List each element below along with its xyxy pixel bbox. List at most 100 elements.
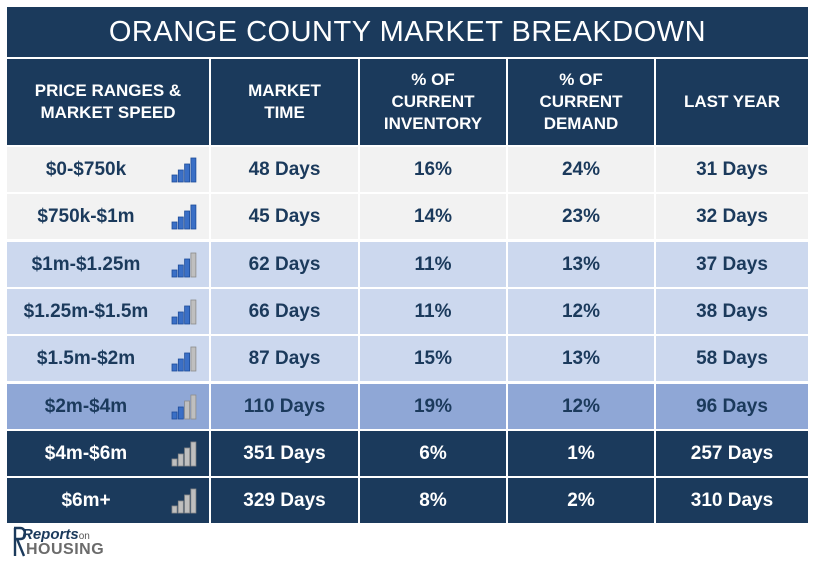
table-row: $1.5m-$2m 87 Days 15% 13% 58 Days bbox=[7, 336, 808, 381]
speed-bar bbox=[171, 458, 178, 467]
last-year-cell: 96 Days bbox=[656, 384, 808, 429]
price-range-cell: $750k-$1m bbox=[7, 194, 209, 239]
last-year-cell: 310 Days bbox=[656, 478, 808, 523]
inventory-cell: 8% bbox=[360, 478, 506, 523]
demand-cell: 13% bbox=[508, 336, 654, 381]
speed-bar bbox=[184, 494, 191, 514]
table-row: $2m-$4m 110 Days 19% 12% 96 Days bbox=[7, 384, 808, 429]
last-year-cell: 32 Days bbox=[656, 194, 808, 239]
speed-bar bbox=[190, 252, 197, 278]
market-speed-bars-icon bbox=[171, 252, 197, 278]
last-year-cell: 37 Days bbox=[656, 242, 808, 287]
market-speed-bars-icon bbox=[171, 488, 197, 514]
speed-bar bbox=[171, 411, 178, 420]
speed-bar bbox=[184, 400, 191, 420]
logo-mark-icon bbox=[13, 526, 26, 557]
market-time-cell: 87 Days bbox=[211, 336, 358, 381]
price-range-cell: $2m-$4m bbox=[7, 384, 209, 429]
speed-bar bbox=[177, 216, 184, 230]
demand-cell: 1% bbox=[508, 431, 654, 476]
speed-bar bbox=[177, 406, 184, 420]
price-range-label: $1m-$1.25m bbox=[31, 254, 141, 275]
market-speed-bars-icon bbox=[171, 394, 197, 420]
header-market-time: MARKET TIME bbox=[211, 59, 358, 145]
price-range-label: $750k-$1m bbox=[37, 206, 135, 227]
reports-on-housing-logo: Reportson HOUSING bbox=[12, 526, 122, 560]
inventory-cell: 14% bbox=[360, 194, 506, 239]
table-row: $6m+ 329 Days 8% 2% 310 Days bbox=[7, 478, 808, 523]
price-range-label: $0-$750k bbox=[45, 159, 127, 180]
demand-cell: 2% bbox=[508, 478, 654, 523]
speed-bar bbox=[190, 346, 197, 372]
price-range-cell: $0-$750k bbox=[7, 147, 209, 192]
speed-bar bbox=[171, 505, 178, 514]
speed-bar bbox=[190, 441, 197, 467]
speed-bar bbox=[190, 394, 197, 420]
inventory-cell: 19% bbox=[360, 384, 506, 429]
speed-bar bbox=[190, 157, 197, 183]
last-year-cell: 58 Days bbox=[656, 336, 808, 381]
demand-cell: 23% bbox=[508, 194, 654, 239]
speed-bar bbox=[177, 358, 184, 372]
speed-bar bbox=[171, 316, 178, 325]
table-title: ORANGE COUNTY MARKET BREAKDOWN bbox=[7, 7, 808, 57]
market-time-cell: 66 Days bbox=[211, 289, 358, 334]
table-row: $1.25m-$1.5m 66 Days 11% 12% 38 Days bbox=[7, 289, 808, 334]
market-speed-bars-icon bbox=[171, 299, 197, 325]
market-speed-bars-icon bbox=[171, 441, 197, 467]
header-inventory: % OF CURRENT INVENTORY bbox=[360, 59, 506, 145]
speed-bar bbox=[190, 488, 197, 514]
speed-bar bbox=[190, 299, 197, 325]
table-row: $4m-$6m 351 Days 6% 1% 257 Days bbox=[7, 431, 808, 476]
speed-bar bbox=[171, 174, 178, 183]
header-last-year: LAST YEAR bbox=[656, 59, 808, 145]
speed-bar bbox=[184, 210, 191, 230]
table-row: $750k-$1m 45 Days 14% 23% 32 Days bbox=[7, 194, 808, 239]
market-time-cell: 48 Days bbox=[211, 147, 358, 192]
demand-cell: 13% bbox=[508, 242, 654, 287]
speed-bar bbox=[171, 269, 178, 278]
market-time-cell: 45 Days bbox=[211, 194, 358, 239]
speed-bar bbox=[171, 363, 178, 372]
speed-bar bbox=[177, 264, 184, 278]
table-row: $1m-$1.25m 62 Days 11% 13% 37 Days bbox=[7, 242, 808, 287]
price-range-label: $6m+ bbox=[61, 490, 111, 511]
speed-bar bbox=[184, 447, 191, 467]
market-time-cell: 62 Days bbox=[211, 242, 358, 287]
speed-bar bbox=[177, 453, 184, 467]
last-year-cell: 257 Days bbox=[656, 431, 808, 476]
demand-cell: 24% bbox=[508, 147, 654, 192]
demand-cell: 12% bbox=[508, 289, 654, 334]
speed-bar bbox=[177, 500, 184, 514]
market-speed-bars-icon bbox=[171, 157, 197, 183]
last-year-cell: 38 Days bbox=[656, 289, 808, 334]
speed-bar bbox=[190, 204, 197, 230]
logo-line-1-small: on bbox=[78, 531, 90, 542]
price-range-label: $4m-$6m bbox=[44, 443, 128, 464]
price-range-label: $2m-$4m bbox=[44, 396, 128, 417]
inventory-cell: 16% bbox=[360, 147, 506, 192]
price-range-cell: $1.25m-$1.5m bbox=[7, 289, 209, 334]
speed-bar bbox=[171, 221, 178, 230]
last-year-cell: 31 Days bbox=[656, 147, 808, 192]
inventory-cell: 11% bbox=[360, 242, 506, 287]
inventory-cell: 15% bbox=[360, 336, 506, 381]
inventory-cell: 11% bbox=[360, 289, 506, 334]
speed-bar bbox=[184, 352, 191, 372]
speed-bar bbox=[184, 305, 191, 325]
market-time-cell: 110 Days bbox=[211, 384, 358, 429]
header-demand: % OF CURRENT DEMAND bbox=[508, 59, 654, 145]
market-speed-bars-icon bbox=[171, 346, 197, 372]
speed-bar bbox=[177, 311, 184, 325]
market-table-panel: ORANGE COUNTY MARKET BREAKDOWN PRICE RAN… bbox=[7, 7, 808, 523]
header-price-ranges: PRICE RANGES & MARKET SPEED bbox=[7, 59, 209, 145]
price-range-cell: $4m-$6m bbox=[7, 431, 209, 476]
price-range-label: $1.5m-$2m bbox=[36, 348, 136, 369]
price-range-cell: $6m+ bbox=[7, 478, 209, 523]
market-time-cell: 329 Days bbox=[211, 478, 358, 523]
speed-bar bbox=[184, 258, 191, 278]
market-time-cell: 351 Days bbox=[211, 431, 358, 476]
market-speed-bars-icon bbox=[171, 204, 197, 230]
logo-line-2: HOUSING bbox=[26, 541, 105, 558]
price-range-label: $1.25m-$1.5m bbox=[23, 301, 149, 322]
